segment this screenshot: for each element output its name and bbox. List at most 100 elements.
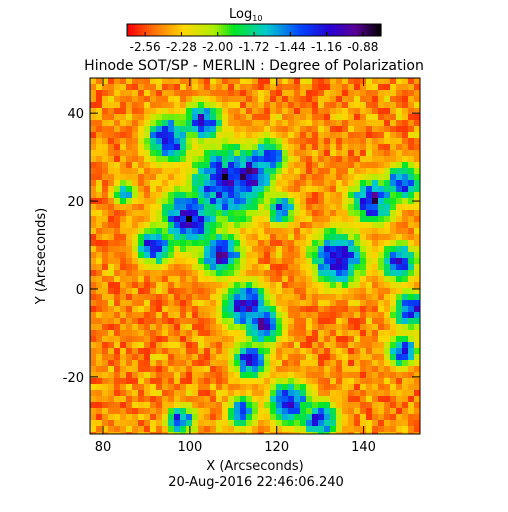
heatmap-cell — [204, 234, 211, 241]
heatmap-cell — [258, 186, 265, 193]
heatmap-cell — [222, 378, 229, 385]
heatmap-cell — [132, 210, 139, 217]
heatmap-cell — [372, 348, 379, 355]
heatmap-cell — [390, 174, 397, 181]
heatmap-cell — [288, 282, 295, 289]
heatmap-cell — [318, 168, 325, 175]
heatmap-cell — [300, 228, 307, 235]
heatmap-cell — [300, 288, 307, 295]
heatmap-cell — [414, 318, 420, 325]
heatmap-cell — [360, 366, 367, 373]
heatmap-cell — [288, 270, 295, 277]
heatmap-cell — [210, 348, 217, 355]
heatmap-cell — [240, 390, 247, 397]
heatmap-cell — [102, 372, 109, 379]
heatmap-cell — [114, 300, 121, 307]
heatmap-cell — [156, 324, 163, 331]
heatmap-cell — [264, 384, 271, 391]
heatmap-cell — [294, 186, 301, 193]
x-tick-label: 140 — [351, 440, 376, 455]
heatmap-cell — [288, 96, 295, 103]
heatmap-cell — [330, 234, 337, 241]
heatmap-cell — [198, 390, 205, 397]
heatmap-cell — [258, 228, 265, 235]
heatmap-cell — [360, 354, 367, 361]
heatmap-cell — [378, 156, 385, 163]
heatmap-cell — [288, 348, 295, 355]
heatmap-cell — [228, 246, 235, 253]
heatmap-cell — [240, 204, 247, 211]
heatmap-cell — [156, 336, 163, 343]
heatmap-cell — [168, 84, 175, 91]
heatmap-cell — [396, 132, 403, 139]
heatmap-cell — [126, 348, 133, 355]
heatmap-cell — [282, 114, 289, 121]
heatmap-cell — [288, 192, 295, 199]
heatmap-cell — [258, 282, 265, 289]
heatmap-cell — [300, 78, 307, 85]
heatmap-cell — [408, 366, 415, 373]
heatmap-cell — [180, 282, 187, 289]
heatmap-cell — [96, 114, 103, 121]
heatmap-cell — [300, 312, 307, 319]
heatmap-cell — [246, 162, 253, 169]
heatmap-cell — [408, 132, 415, 139]
heatmap-cell — [234, 420, 241, 427]
heatmap-cell — [204, 258, 211, 265]
heatmap-cell — [168, 252, 175, 259]
heatmap-cell — [354, 222, 361, 229]
heatmap-cell — [318, 264, 325, 271]
heatmap-cell — [390, 162, 397, 169]
heatmap-cell — [396, 150, 403, 157]
heatmap-cell — [240, 216, 247, 223]
heatmap-cell — [132, 258, 139, 265]
heatmap-cell — [312, 288, 319, 295]
heatmap-cell — [90, 204, 97, 211]
heatmap-cell — [288, 408, 295, 415]
heatmap-cell — [156, 294, 163, 301]
heatmap-cell — [120, 270, 127, 277]
heatmap-cell — [186, 258, 193, 265]
heatmap-cell — [312, 342, 319, 349]
heatmap-cell — [366, 198, 373, 205]
heatmap-cell — [102, 366, 109, 373]
heatmap-cell — [120, 414, 127, 421]
heatmap-cell — [342, 216, 349, 223]
heatmap-cell — [234, 426, 241, 433]
heatmap-cell — [234, 300, 241, 307]
heatmap-cell — [234, 174, 241, 181]
heatmap-cell — [186, 192, 193, 199]
heatmap-cell — [96, 396, 103, 403]
heatmap-cell — [216, 126, 223, 133]
heatmap-cell — [276, 210, 283, 217]
heatmap-cell — [408, 288, 415, 295]
heatmap-cell — [96, 240, 103, 247]
heatmap-cell — [204, 240, 211, 247]
heatmap-cell — [150, 324, 157, 331]
heatmap-cell — [330, 216, 337, 223]
heatmap-cell — [216, 396, 223, 403]
heatmap-cell — [342, 294, 349, 301]
heatmap-cell — [240, 372, 247, 379]
heatmap-cell — [264, 156, 271, 163]
heatmap-cell — [414, 180, 420, 187]
heatmap-cell — [402, 78, 409, 85]
heatmap-cell — [378, 354, 385, 361]
heatmap-cell — [162, 258, 169, 265]
heatmap-cell — [120, 162, 127, 169]
heatmap-cell — [396, 186, 403, 193]
heatmap-cell — [210, 96, 217, 103]
heatmap-cell — [186, 162, 193, 169]
heatmap-cell — [288, 126, 295, 133]
heatmap-cell — [186, 168, 193, 175]
heatmap-cell — [396, 102, 403, 109]
heatmap-cell — [180, 324, 187, 331]
heatmap-cell — [348, 378, 355, 385]
heatmap-cell — [138, 414, 145, 421]
heatmap-cell — [402, 108, 409, 115]
heatmap-cell — [174, 240, 181, 247]
heatmap-cell — [180, 402, 187, 409]
heatmap-cell — [318, 300, 325, 307]
heatmap-cell — [168, 414, 175, 421]
heatmap-cell — [102, 174, 109, 181]
